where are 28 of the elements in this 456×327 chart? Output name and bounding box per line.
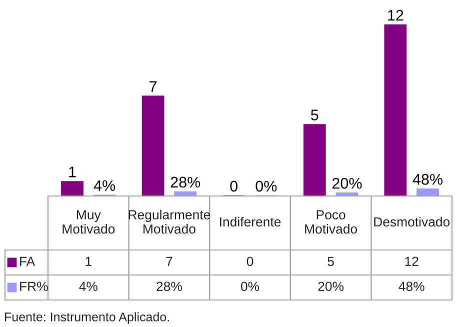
data-label: 5 — [328, 256, 334, 266]
legend-label: FA — [20, 256, 36, 266]
source-note: Fuente: Instrumento Aplicado. — [5, 312, 169, 324]
data-label: 12 — [405, 256, 418, 266]
text: 0% — [256, 180, 277, 192]
x-tick-label: Desmotivado — [374, 216, 450, 227]
data-label: 20% — [318, 282, 344, 292]
data-label: 0 — [246, 256, 254, 266]
text: 20% — [332, 178, 362, 189]
data-label: 1 — [86, 256, 92, 266]
text: 5 — [311, 110, 318, 120]
text: 48% — [412, 174, 443, 185]
text: 7 — [150, 81, 157, 92]
x-tick-label: Indiferente — [220, 216, 281, 227]
data-label: 28% — [156, 282, 182, 292]
text: 12 — [388, 10, 404, 21]
text: 1 — [69, 166, 76, 178]
data-label: 48% — [398, 282, 424, 292]
text: 28% — [170, 176, 200, 188]
x-tick-label: Regularmente Motivado — [128, 210, 210, 234]
text: 4% — [94, 180, 116, 191]
x-tick-label: Poco Motivado — [305, 210, 358, 234]
data-label: 7 — [166, 256, 172, 266]
data-label: 4% — [79, 282, 98, 291]
x-tick-label: Muy Motivado — [62, 210, 115, 234]
legend-label: FR% — [20, 282, 48, 291]
text: 0 — [230, 180, 238, 192]
data-label: 0% — [240, 282, 260, 292]
